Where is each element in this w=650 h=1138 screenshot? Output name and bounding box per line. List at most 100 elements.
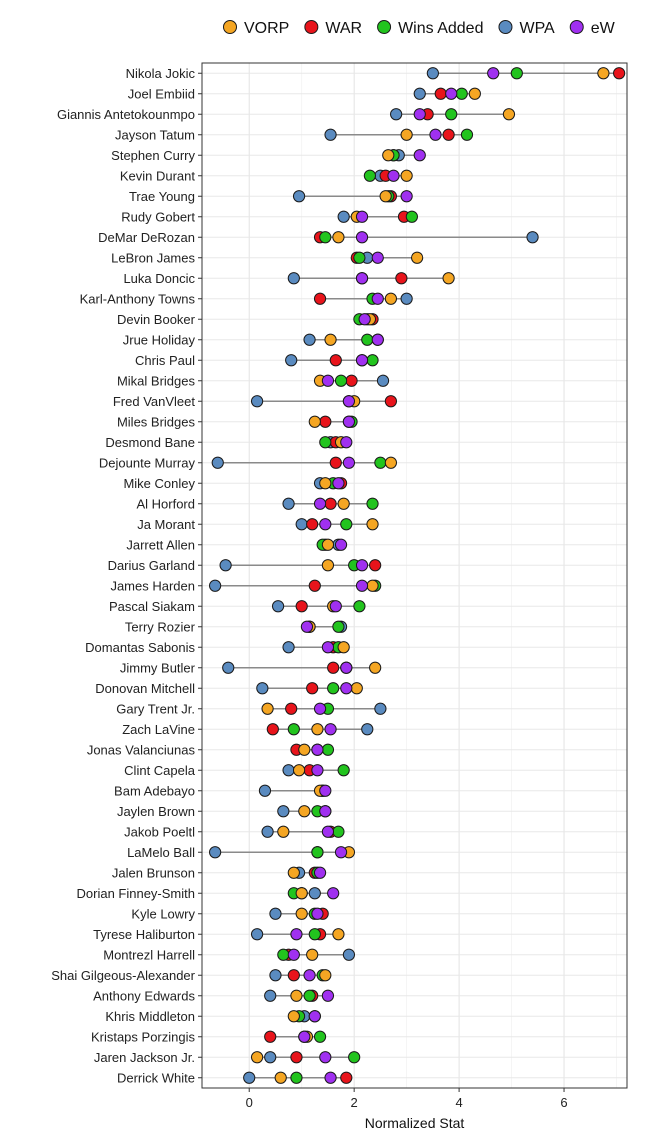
dot-vorp (277, 825, 290, 838)
dot-vorp (306, 948, 319, 961)
dot-vorp (400, 169, 413, 182)
dot-ew (355, 579, 369, 592)
dot-ew (321, 989, 335, 1002)
dot-wpa (376, 374, 390, 387)
dot-wpa (264, 1051, 277, 1064)
dot-wpa (426, 67, 439, 80)
player-label: Domantas Sabonis (85, 640, 195, 655)
player-row-jarrett-allen: Jarrett Allen (126, 537, 348, 552)
dot-ew (303, 969, 316, 982)
player-row-joel-embiid: Joel Embiid (128, 86, 481, 101)
player-row-montrezl-harrell: Montrezl Harrell (103, 947, 356, 962)
player-label: Nikola Jokic (126, 66, 196, 81)
player-row-kevin-durant: Kevin Durant (120, 168, 413, 183)
dot-ew (287, 948, 300, 961)
legend-label: WPA (519, 20, 555, 37)
dot-ew (321, 374, 335, 387)
dot-wins-added (303, 989, 316, 1002)
player-label: Derrick White (117, 1070, 195, 1085)
player-label: Jalen Brunson (112, 865, 195, 880)
player-label: Darius Garland (108, 558, 195, 573)
legend-label: eW (591, 20, 616, 37)
legend-label: Wins Added (398, 20, 483, 37)
player-row-shai-gilgeous-alexander: Shai Gilgeous-Alexander (51, 968, 332, 983)
dot-vorp (295, 907, 308, 920)
player-row-pascal-siakam: Pascal Siakam (109, 599, 366, 614)
player-label: Karl-Anthony Towns (80, 291, 196, 306)
dot-vorp (369, 661, 382, 674)
dot-wpa (526, 231, 539, 244)
dot-ew (311, 764, 324, 777)
player-label: Jaren Jackson Jr. (94, 1050, 195, 1065)
player-row-khris-middleton: Khris Middleton (105, 1009, 321, 1024)
player-label: Mikal Bridges (117, 373, 196, 388)
dot-ew (290, 928, 303, 941)
dot-wpa (361, 723, 374, 736)
dot-war (290, 1051, 303, 1064)
dot-ew (355, 559, 369, 572)
player-label: Terry Rozier (125, 619, 196, 634)
dot-ew (313, 866, 327, 879)
player-label: Jayson Tatum (115, 127, 195, 142)
player-row-dejounte-murray: Dejounte Murray (99, 455, 397, 470)
dot-wpa (222, 661, 235, 674)
player-label: Chris Paul (135, 353, 195, 368)
dot-vorp (290, 989, 303, 1002)
player-row-luka-doncic: Luka Doncic (123, 271, 455, 286)
legend-label: VORP (244, 20, 289, 37)
dot-vorp (332, 231, 345, 244)
dot-wins-added (340, 518, 353, 531)
player-label: Zach LaVine (122, 722, 195, 737)
dot-wpa (303, 333, 316, 346)
player-row-dorian-finney-smith: Dorian Finney-Smith (77, 886, 340, 901)
dot-vorp (384, 456, 397, 469)
x-axis-title: Normalized Stat (365, 1115, 465, 1131)
player-row-stephen-curry: Stephen Curry (111, 148, 426, 163)
dot-wpa (264, 989, 277, 1002)
dot-wins-added (277, 948, 290, 961)
dot-wpa (256, 682, 269, 695)
player-label: Shai Gilgeous-Alexander (51, 968, 195, 983)
dot-wpa (282, 497, 295, 510)
player-label: Desmond Bane (105, 435, 195, 450)
dot-ew (298, 1030, 311, 1043)
player-row-miles-bridges: Miles Bridges (117, 414, 358, 429)
player-label: Miles Bridges (117, 414, 196, 429)
dot-vorp (308, 415, 321, 428)
legend-label: WAR (325, 20, 362, 37)
dot-wins-added (319, 436, 332, 449)
dot-vorp (250, 1051, 264, 1064)
dot-vorp (468, 87, 481, 100)
dot-vorp (382, 149, 395, 162)
player-row-mikal-bridges: Mikal Bridges (117, 373, 390, 388)
player-row-jayson-tatum: Jayson Tatum (115, 127, 474, 142)
player-label: Dejounte Murray (99, 455, 196, 470)
dot-wins-added (321, 743, 335, 756)
dot-war (384, 395, 397, 408)
dot-war (442, 128, 455, 141)
player-row-trae-young: Trae Young (129, 189, 413, 204)
dot-war (329, 456, 342, 469)
dot-vorp (321, 538, 335, 551)
dot-ew (332, 477, 345, 490)
dot-ew (371, 333, 384, 346)
player-label: Al Horford (136, 496, 195, 511)
player-row-jakob-poeltl: Jakob Poeltl (124, 824, 345, 839)
dot-ew (321, 641, 335, 654)
dot-ew (355, 210, 369, 223)
dot-wpa (219, 559, 232, 572)
dot-ew (342, 395, 356, 408)
dot-ew (445, 87, 458, 100)
dot-ew (387, 169, 400, 182)
player-label: James Harden (110, 578, 195, 593)
player-row-desmond-bane: Desmond Bane (105, 435, 353, 450)
dot-wins-added (287, 723, 300, 736)
dot-vorp (319, 969, 332, 982)
player-label: LeBron James (111, 250, 195, 265)
player-label: Jimmy Butler (120, 660, 196, 675)
player-row-terry-rozier: Terry Rozier (125, 619, 348, 634)
dot-wpa (287, 272, 300, 285)
player-label: Jrue Holiday (123, 332, 196, 347)
dot-ew (342, 415, 356, 428)
